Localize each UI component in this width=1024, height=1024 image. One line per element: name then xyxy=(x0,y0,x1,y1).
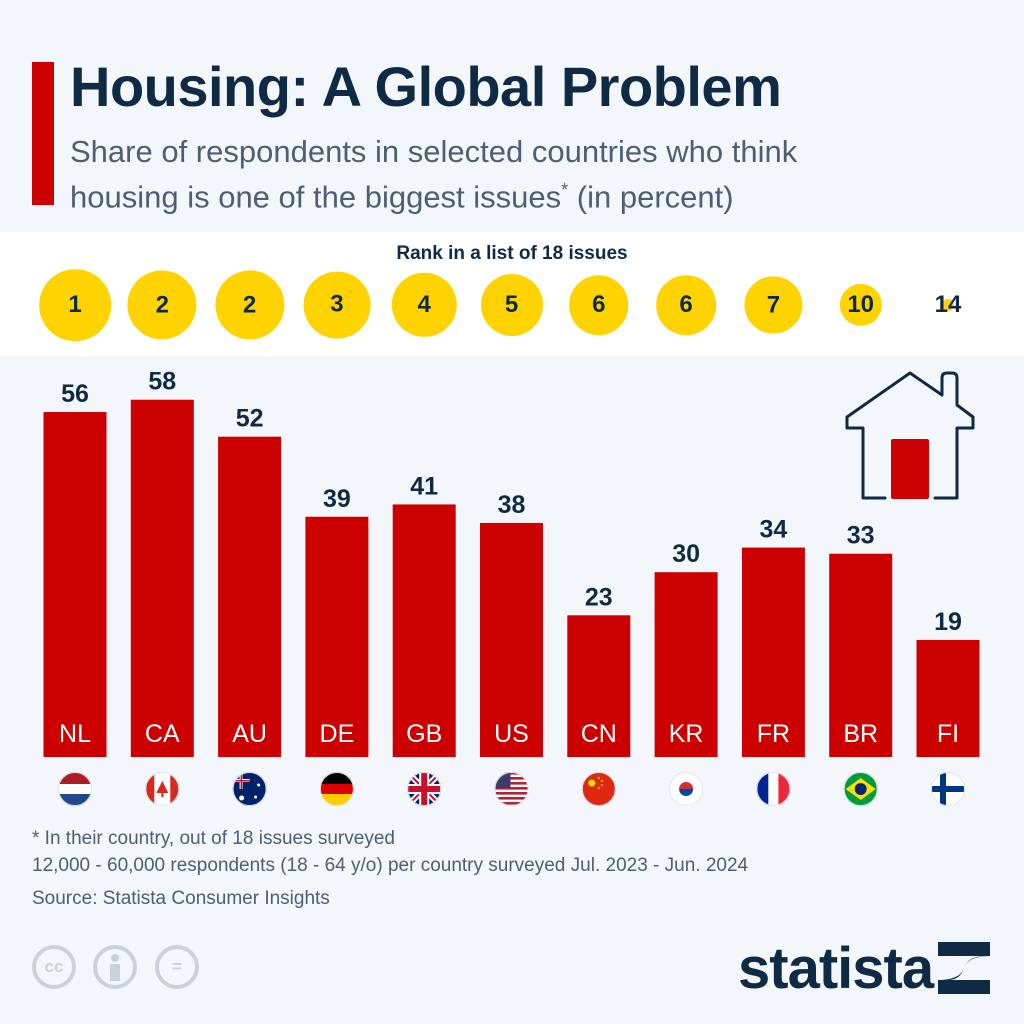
bar-NL xyxy=(43,412,107,757)
rank-value: 4 xyxy=(417,290,431,318)
category-label-CN: CN xyxy=(581,720,617,748)
statista-logo[interactable]: statista xyxy=(738,935,934,1002)
logo-text: statista xyxy=(738,936,934,1001)
value-label-GB: 41 xyxy=(410,472,438,500)
rank-value: 7 xyxy=(766,291,781,318)
cc-license-icon[interactable]: cc xyxy=(32,945,76,989)
value-label-NL: 56 xyxy=(61,380,89,408)
category-label-BR: BR xyxy=(843,720,878,748)
rank-circle-DE: 3 xyxy=(303,271,371,339)
rank-circle-FI: 14 xyxy=(935,291,962,318)
subtitle-unit: (in percent) xyxy=(568,179,734,215)
page-title: Housing: A Global Problem xyxy=(70,55,782,118)
no-derivatives-icon[interactable]: = xyxy=(155,945,199,989)
rank-value: 2 xyxy=(242,291,257,318)
statista-logo-mark xyxy=(938,942,990,994)
rank-value: 2 xyxy=(155,291,169,318)
canada-flag-icon xyxy=(145,772,180,806)
value-label-FR: 34 xyxy=(759,516,787,544)
page-subtitle: Share of respondents in selected countri… xyxy=(70,133,970,216)
source: Source: Statista Consumer Insights xyxy=(32,888,330,909)
bar-KR xyxy=(654,572,718,757)
subtitle-text: housing is one of the biggest issues xyxy=(70,179,562,215)
rank-circle-CA: 2 xyxy=(127,270,197,340)
category-label-DE: DE xyxy=(320,720,355,748)
rank-value: 6 xyxy=(592,291,606,318)
category-label-GB: GB xyxy=(406,720,442,748)
rank-value: 3 xyxy=(330,290,344,318)
rank-value: 10 xyxy=(847,290,875,318)
category-label-FR: FR xyxy=(757,720,790,748)
australia-flag-icon xyxy=(232,772,267,806)
bar-FI xyxy=(916,639,980,757)
china-flag-icon xyxy=(581,772,616,806)
bar-BR xyxy=(829,553,893,757)
value-label-CN: 23 xyxy=(585,583,613,611)
rank-value: 14 xyxy=(934,291,962,318)
finland-flag-icon xyxy=(931,772,965,806)
rank-circle-CN: 6 xyxy=(569,275,629,335)
category-label-FI: FI xyxy=(937,720,959,748)
value-label-US: 38 xyxy=(498,491,526,519)
us-flag-icon xyxy=(494,772,529,806)
subtitle-line-1: Share of respondents in selected countri… xyxy=(70,134,798,169)
bar-US xyxy=(480,522,543,757)
bar-CN xyxy=(567,615,631,757)
footnote: * In their country, out of 18 issues sur… xyxy=(32,828,395,849)
value-label-FI: 19 xyxy=(934,608,962,636)
value-label-BR: 33 xyxy=(847,522,875,550)
rank-label: Rank in a list of 18 issues xyxy=(396,243,628,264)
rank-circle-GB: 4 xyxy=(391,272,457,338)
category-label-AU: AU xyxy=(232,720,267,748)
category-label-US: US xyxy=(494,720,529,748)
rank-value: 1 xyxy=(68,291,82,318)
uk-flag-icon xyxy=(407,772,442,806)
germany-flag-icon xyxy=(319,772,354,806)
category-label-NL: NL xyxy=(59,720,91,748)
value-label-CA: 58 xyxy=(148,368,176,396)
category-label-KR: KR xyxy=(669,720,704,748)
bar-CA xyxy=(130,399,194,757)
bar-DE xyxy=(305,516,369,757)
person-icon xyxy=(110,954,120,981)
rank-circle-KR: 6 xyxy=(656,275,716,335)
footnote-mark: * xyxy=(561,180,569,200)
subtitle-line-2: housing is one of the biggest issues* (i… xyxy=(70,171,970,216)
south-korea-flag-icon xyxy=(669,772,704,806)
bar-GB xyxy=(392,504,456,757)
france-flag-icon xyxy=(756,772,791,806)
rank-value: 6 xyxy=(679,291,693,318)
rank-circle-BR: 10 xyxy=(839,283,882,327)
house-icon xyxy=(845,371,975,500)
rank-circle-US: 5 xyxy=(480,274,543,336)
netherlands-flag-icon xyxy=(58,772,92,806)
cc-text: cc xyxy=(44,957,64,976)
bar-FR xyxy=(741,547,805,757)
value-label-KR: 30 xyxy=(672,540,700,568)
category-label-CA: CA xyxy=(145,720,180,748)
brazil-flag-icon xyxy=(843,772,878,806)
value-label-DE: 39 xyxy=(323,485,351,513)
rank-circle-FR: 7 xyxy=(744,276,802,334)
value-label-AU: 52 xyxy=(236,405,264,433)
rank-circle-NL: 1 xyxy=(39,269,111,341)
rank-circle-AU: 2 xyxy=(215,270,285,340)
rank-value: 5 xyxy=(504,291,519,318)
bar-AU xyxy=(218,436,282,757)
equals-text: = xyxy=(172,957,182,976)
survey-info: 12,000 - 60,000 respondents (18 - 64 y/o… xyxy=(32,855,749,876)
title-accent-bar xyxy=(32,62,54,205)
attribution-icon[interactable] xyxy=(93,945,137,989)
